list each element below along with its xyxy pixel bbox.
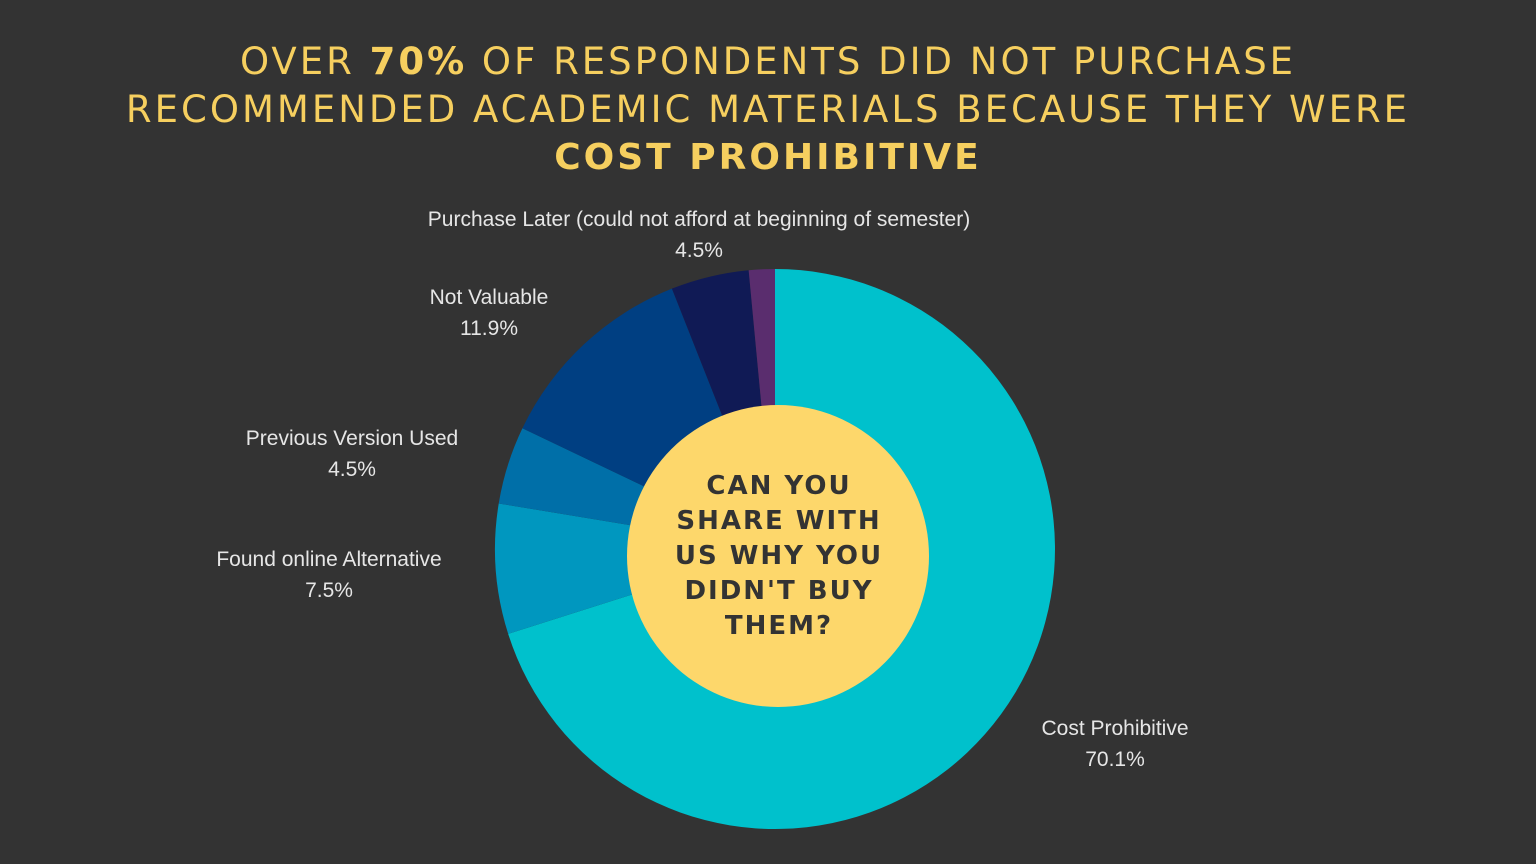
slice-value-1: 7.5% xyxy=(305,579,353,602)
title-line-1: OVER 70% OF RESPONDENTS DID NOT PURCHASE xyxy=(0,38,1536,86)
slice-value-0: 70.1% xyxy=(1085,748,1145,771)
title-line-1-post: OF RESPONDENTS DID NOT PURCHASE xyxy=(467,40,1297,83)
slice-label-3: Not Valuable xyxy=(430,286,549,309)
slice-labels: Cost Prohibitive 70.1% Found online Altern… xyxy=(216,208,1188,771)
slice-label-4: Purchase Later (could not afford at begi… xyxy=(428,208,970,231)
center-question-text: CAN YOU SHARE WITH US WHY YOU DIDN'T BUY… xyxy=(674,470,884,641)
chart-title: OVER 70% OF RESPONDENTS DID NOT PURCHASE… xyxy=(0,38,1536,182)
title-line-3: COST PROHIBITIVE xyxy=(554,137,982,178)
slice-value-2: 4.5% xyxy=(328,458,376,481)
title-line-2: RECOMMENDED ACADEMIC MATERIALS BECAUSE T… xyxy=(125,88,1411,131)
slice-label-2: Previous Version Used xyxy=(246,427,458,450)
slice-value-3: 11.9% xyxy=(460,317,518,340)
title-highlight: 70% xyxy=(369,40,468,83)
center-circle xyxy=(627,405,929,707)
slice-value-4: 4.5% xyxy=(675,239,723,262)
center-question: CAN YOU SHARE WITH US WHY YOU DIDN'T BUY… xyxy=(628,405,930,707)
slice-label-0: Cost Prohibitive xyxy=(1041,717,1188,740)
title-line-1-pre: OVER xyxy=(239,40,370,83)
slice-label-1: Found online Alternative xyxy=(216,548,441,571)
